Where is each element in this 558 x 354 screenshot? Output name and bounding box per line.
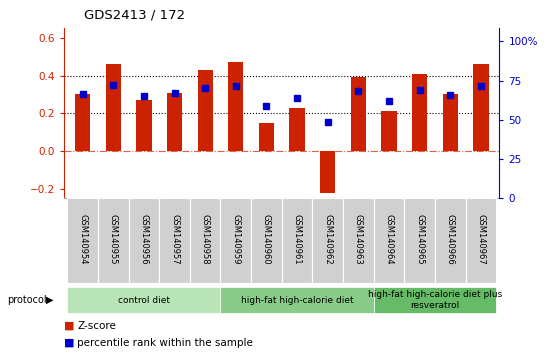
Bar	[282, 198, 312, 283]
Bar	[75, 95, 90, 151]
Bar	[220, 287, 374, 313]
Text: high-fat high-calorie diet: high-fat high-calorie diet	[241, 296, 353, 304]
Bar	[220, 198, 251, 283]
Text: control diet: control diet	[118, 296, 170, 304]
Text: GSM140962: GSM140962	[323, 214, 332, 264]
Text: GSM140966: GSM140966	[446, 214, 455, 264]
Bar	[320, 151, 335, 193]
Text: GSM140960: GSM140960	[262, 214, 271, 264]
Text: ▶: ▶	[46, 295, 54, 305]
Bar	[382, 112, 397, 151]
Bar	[136, 100, 152, 151]
Bar	[105, 64, 121, 151]
Bar	[67, 287, 220, 313]
Bar	[251, 198, 282, 283]
Bar	[67, 198, 98, 283]
Text: GSM140964: GSM140964	[384, 214, 393, 264]
Text: ■: ■	[64, 338, 75, 348]
Text: Z-score: Z-score	[77, 321, 116, 331]
Bar	[290, 108, 305, 151]
Bar	[343, 198, 374, 283]
Text: GSM140967: GSM140967	[477, 214, 485, 264]
Bar	[159, 198, 190, 283]
Text: GSM140955: GSM140955	[109, 214, 118, 264]
Text: high-fat high-calorie diet plus
resveratrol: high-fat high-calorie diet plus resverat…	[368, 290, 502, 310]
Bar	[312, 198, 343, 283]
Bar	[198, 70, 213, 151]
Text: GSM140965: GSM140965	[415, 214, 424, 264]
Text: GSM140963: GSM140963	[354, 214, 363, 264]
Bar	[442, 95, 458, 151]
Bar	[259, 123, 274, 151]
Text: GSM140954: GSM140954	[78, 214, 87, 264]
Bar	[98, 198, 128, 283]
Text: GSM140957: GSM140957	[170, 214, 179, 264]
Bar	[412, 74, 427, 151]
Text: ■: ■	[64, 321, 75, 331]
Bar	[128, 198, 159, 283]
Text: GDS2413 / 172: GDS2413 / 172	[84, 9, 185, 22]
Text: protocol: protocol	[7, 295, 46, 305]
Text: GSM140958: GSM140958	[201, 214, 210, 264]
Bar	[374, 198, 405, 283]
Text: GSM140961: GSM140961	[292, 214, 302, 264]
Bar	[473, 64, 489, 151]
Bar	[351, 78, 366, 151]
Text: GSM140959: GSM140959	[232, 214, 240, 264]
Bar	[190, 198, 220, 283]
Text: percentile rank within the sample: percentile rank within the sample	[77, 338, 253, 348]
Bar	[228, 62, 243, 151]
Text: GSM140956: GSM140956	[140, 214, 148, 264]
Bar	[374, 287, 497, 313]
Bar	[167, 92, 182, 151]
Bar	[435, 198, 466, 283]
Bar	[466, 198, 497, 283]
Bar	[405, 198, 435, 283]
